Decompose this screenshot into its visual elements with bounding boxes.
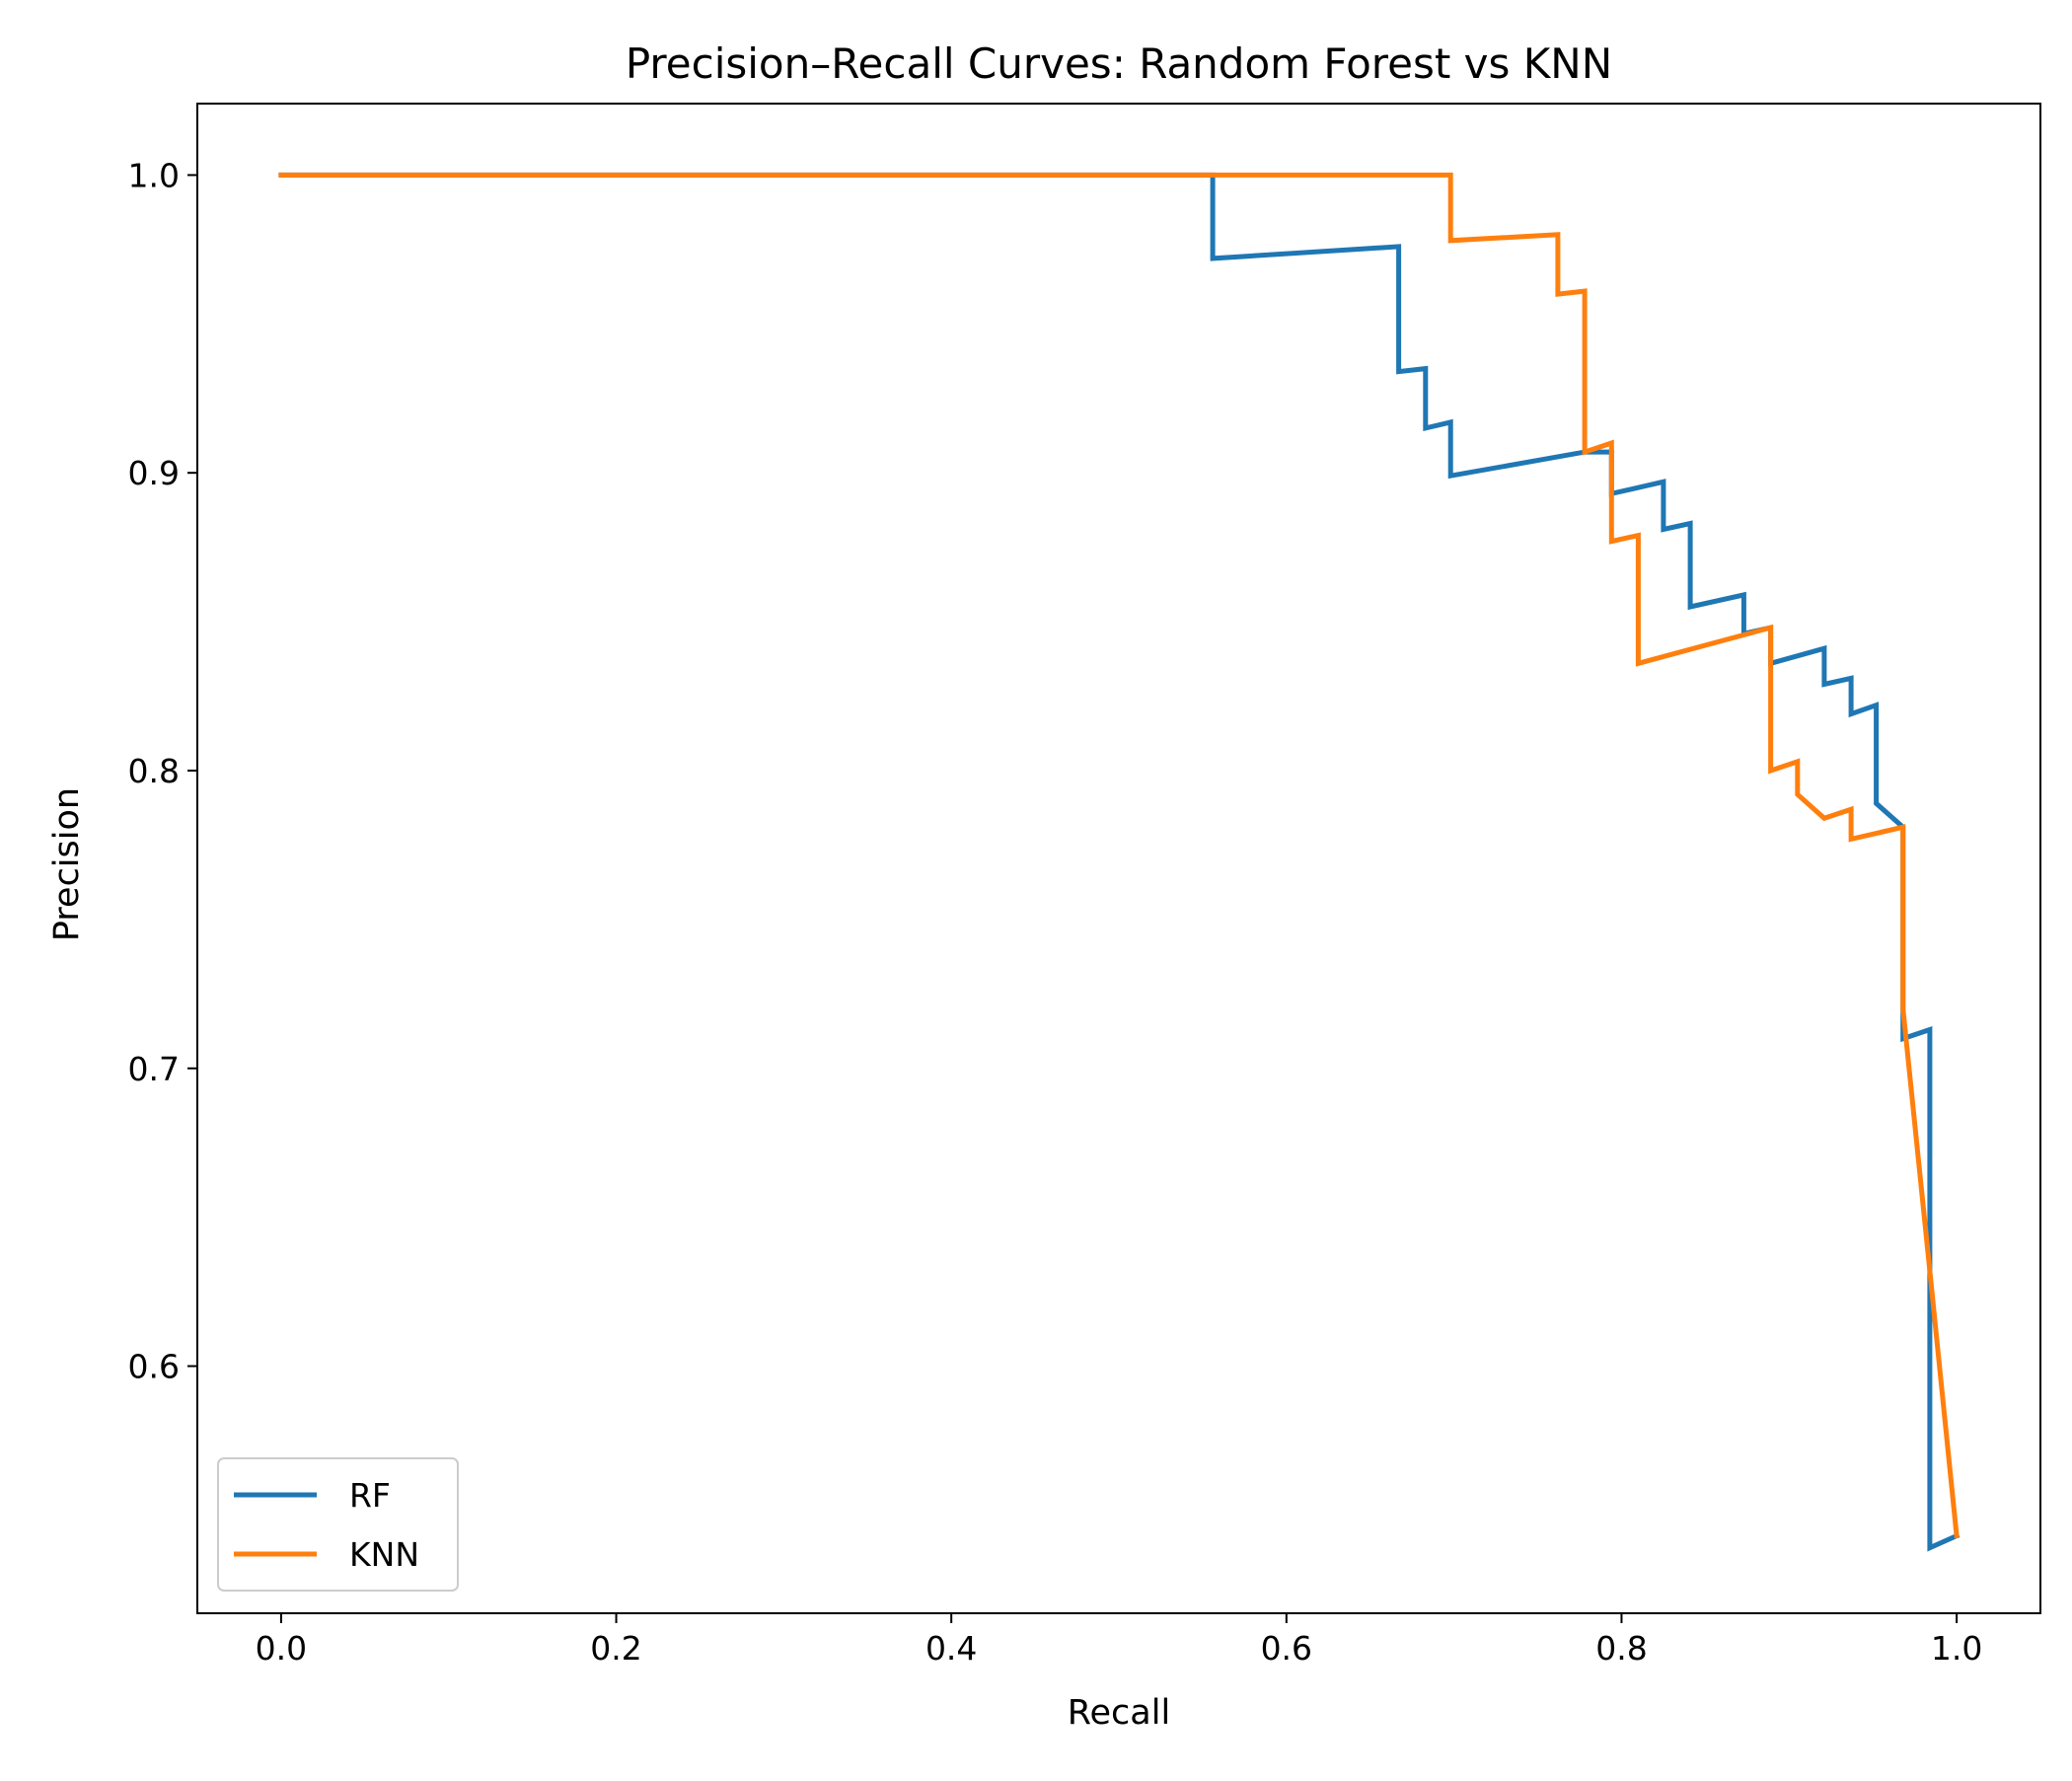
axis-ticks: 0.0 0.2 0.4 0.6 0.8 1.0 0.6 0.7 0.8 0.9 1.0 — [128, 156, 1983, 1668]
y-tick-label: 0.7 — [128, 1050, 180, 1088]
y-tick-label: 1.0 — [128, 156, 180, 194]
series-line-rf — [278, 172, 1961, 1552]
legend-label-knn: KNN — [349, 1535, 419, 1574]
y-tick-label: 0.6 — [128, 1348, 180, 1386]
series-line-knn — [278, 172, 1960, 1539]
chart-title: Precision–Recall Curves: Random Forest v… — [626, 39, 1612, 88]
y-tick-label: 0.9 — [128, 454, 180, 492]
x-tick-label: 1.0 — [1931, 1629, 1982, 1668]
x-axis-label: Recall — [1068, 1693, 1170, 1733]
legend-box — [217, 1457, 459, 1592]
legend-label-rf: RF — [349, 1476, 391, 1515]
legend: RF KNN — [217, 1457, 459, 1592]
plot-frame — [196, 103, 2041, 1614]
x-tick-label: 0.0 — [256, 1629, 307, 1668]
series-lines — [278, 172, 1961, 1552]
y-tick-label: 0.8 — [128, 752, 180, 790]
x-tick-label: 0.8 — [1595, 1629, 1647, 1668]
x-tick-label: 0.2 — [590, 1629, 641, 1668]
x-tick-label: 0.6 — [1261, 1629, 1312, 1668]
x-tick-label: 0.4 — [925, 1629, 977, 1668]
y-axis-label: Precision — [47, 787, 87, 941]
